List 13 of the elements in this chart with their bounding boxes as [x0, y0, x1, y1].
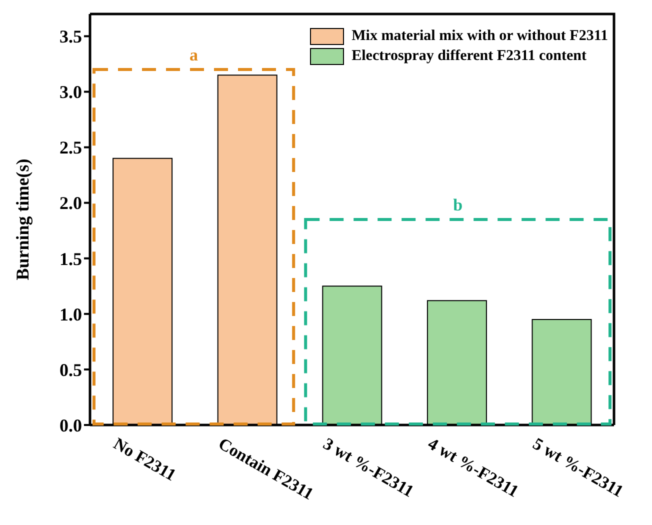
- y-tick-label: 2.0: [60, 193, 82, 214]
- legend-label: Electrospray different F2311 content: [352, 48, 586, 65]
- y-tick-label: 2.5: [60, 138, 82, 158]
- y-tick-label: 0.0: [60, 415, 82, 436]
- y-tick-label: 3.0: [60, 82, 82, 102]
- y-tick-label: 0.5: [60, 360, 82, 380]
- y-axis-title: Burning time(s): [12, 158, 32, 280]
- y-tick-label: 3.5: [60, 26, 82, 47]
- y-tick-label: 1.0: [60, 304, 82, 324]
- annotation: a: [190, 46, 199, 65]
- legend-label: Mix material mix with or without F2311: [352, 28, 608, 45]
- annotation: b: [453, 196, 463, 214]
- y-tick-label: 1.5: [60, 248, 82, 269]
